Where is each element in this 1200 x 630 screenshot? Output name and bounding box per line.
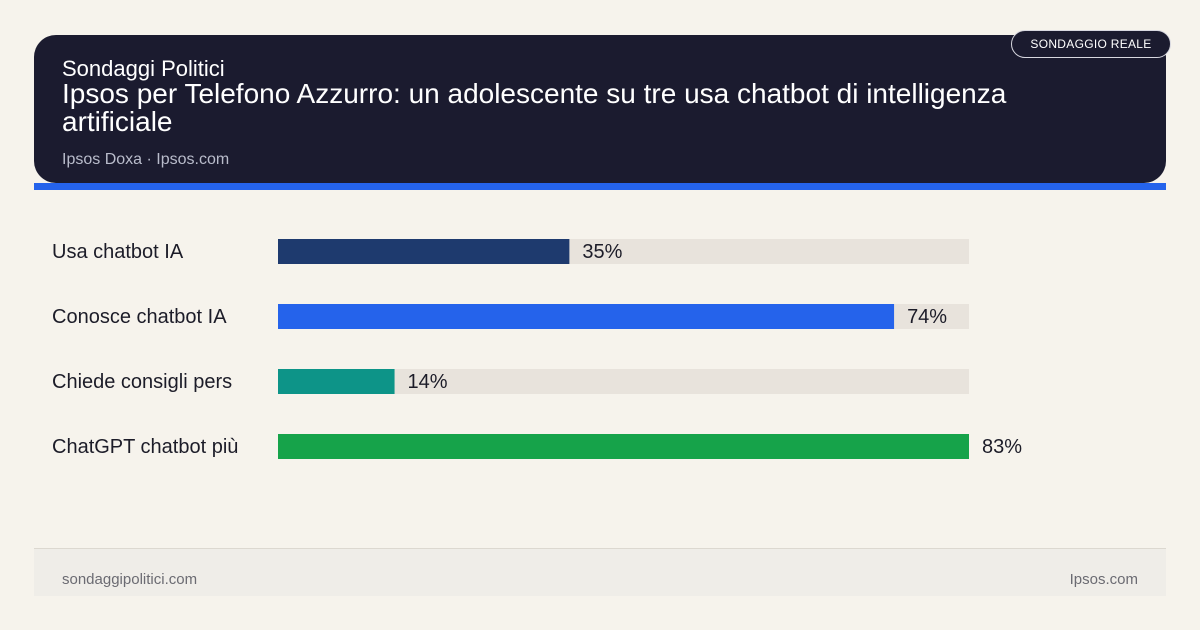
- category-label: Chiede consigli pers: [52, 371, 232, 393]
- footer: sondaggipolitici.com Ipsos.com: [34, 548, 1166, 596]
- value-label: 14%: [408, 371, 448, 393]
- header-panel: Sondaggi Politici Ipsos per Telefono Azz…: [34, 35, 1166, 183]
- source-label: Ipsos Doxa · Ipsos.com: [62, 151, 230, 168]
- page-title: Ipsos per Telefono Azzurro: un adolescen…: [62, 78, 1007, 137]
- category-label: Conosce chatbot IA: [52, 306, 227, 328]
- category-label: ChatGPT chatbot più: [52, 436, 238, 458]
- header-accent-bar: [34, 183, 1166, 190]
- bar: [278, 369, 395, 394]
- brand-name: Sondaggi Politici: [62, 56, 225, 81]
- category-label: Usa chatbot IA: [52, 241, 184, 263]
- bar: [278, 239, 570, 264]
- value-label: 83%: [982, 436, 1022, 458]
- footer-site: sondaggipolitici.com: [62, 571, 198, 588]
- bar: [278, 304, 895, 329]
- footer-source: Ipsos.com: [1069, 571, 1138, 588]
- status-badge: SONDAGGIO REALE: [1011, 30, 1171, 58]
- value-label: 35%: [582, 241, 622, 263]
- value-label: 74%: [907, 306, 947, 328]
- bar: [278, 434, 969, 459]
